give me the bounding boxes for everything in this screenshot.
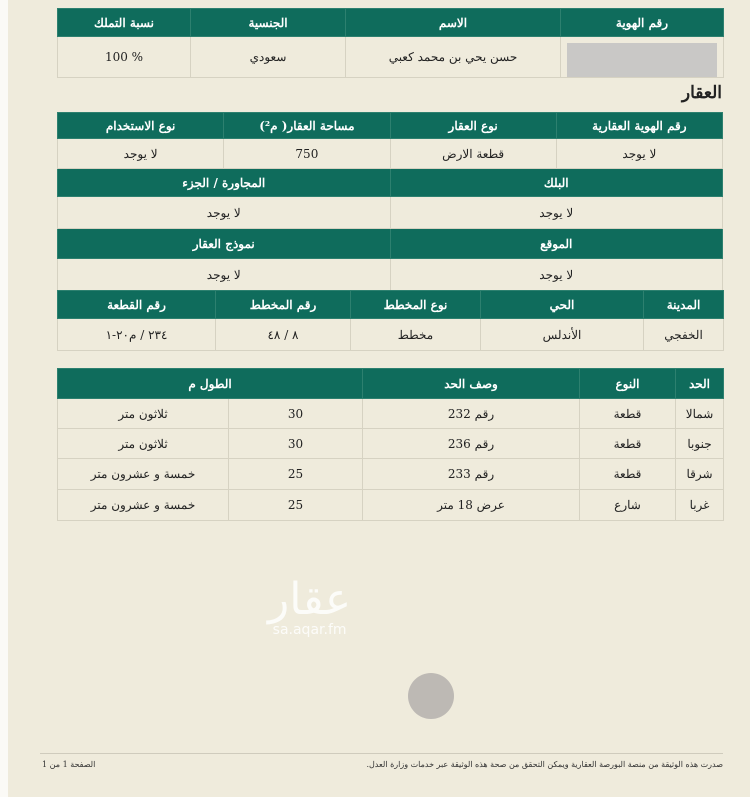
type-cell: قطعة [579,398,677,429]
length-words-cell: ثلاثون متر [56,428,230,459]
property-table: رقم الهوية العقارية نوع العقار مساحة الع… [56,112,724,291]
plan-type: مخطط [350,318,481,351]
type-cell: قطعة [579,428,677,459]
header-length: الطول م [56,368,364,399]
location: لا يوجد [389,258,723,291]
length-cell: 30 [228,428,364,459]
block: لا يوجد [389,196,723,229]
owner-share: % 100 [57,36,191,78]
length-cell: 30 [228,398,364,429]
model: لا يوجد [57,258,391,291]
owners-table: رقم الهوية الاسم الجنسية نسبة التملك حسن… [57,8,724,78]
header-district: الحي [480,290,644,319]
header-nationality: الجنسية [190,8,346,37]
owner-id-redacted [560,36,724,78]
section-title-property: العقار [681,83,722,103]
header-area: مساحة العقار( م²) [223,112,391,139]
table-row: شرقا قطعة رقم 233 25 خمسة و عشرون متر [56,458,725,490]
boundary-cell: شرقا [675,458,725,490]
district: الأندلس [480,318,644,351]
boundaries-table: الحد النوع وصف الحد الطول م شمالا قطعة ر… [56,368,725,521]
header-plan-type: نوع المخطط [350,290,481,319]
length-cell: 25 [228,489,364,521]
description-cell: رقم 236 [362,428,581,459]
header-id: رقم الهوية [560,8,724,37]
table-row: جنوبا قطعة رقم 236 30 ثلاثون متر [56,428,725,459]
plot-number: ٢٣٤ / م٢٠-١ [57,318,216,351]
page-number: الصفحة 1 من 1 [42,760,96,769]
header-type: النوع [579,368,677,399]
table-row: شمالا قطعة رقم 232 30 ثلاثون متر [56,398,725,429]
header-plan-number: رقم المخطط [215,290,351,319]
type-cell: شارع [579,489,677,521]
watermark-logo: عقار [268,574,352,625]
type-cell: قطعة [579,458,677,490]
header-model: نموذج العقار [57,228,391,259]
length-words-cell: خمسة و عشرون متر [56,458,230,490]
owner-name: حسن يحي بن محمد كعبي [345,36,561,78]
boundary-cell: شمالا [675,398,725,429]
redacted-stamp [408,673,454,719]
property-type: قطعة الارض [389,138,557,169]
header-boundary: الحد [675,368,725,399]
boundary-cell: غربا [675,489,725,521]
header-block: البلك [389,168,723,197]
header-property-id: رقم الهوية العقارية [555,112,724,139]
property-usage: لا يوجد [56,138,225,169]
header-share: نسبة التملك [57,8,191,37]
owner-nationality: سعودي [190,36,346,78]
property-area: 750 [223,138,391,169]
plan-number: ٨ / ٤٨ [215,318,351,351]
header-name: الاسم [345,8,561,37]
length-cell: 25 [228,458,364,490]
header-plot-number: رقم القطعة [57,290,216,319]
neighbor: لا يوجد [57,196,391,229]
aqar-watermark: عقار sa.aqar.fm [268,574,352,639]
description-cell: رقم 232 [362,398,581,429]
city: الخفجي [643,318,724,351]
footer-note: صدرت هذه الوثيقة من منصة البورصة العقاري… [366,760,723,769]
description-cell: عرض 18 متر [362,489,581,521]
footer-divider [40,753,723,754]
page-edge [0,0,8,797]
length-words-cell: ثلاثون متر [56,398,230,429]
header-description: وصف الحد [362,368,581,399]
length-words-cell: خمسة و عشرون متر [56,489,230,521]
header-usage: نوع الاستخدام [56,112,225,139]
header-neighbor: المجاورة / الجزء [57,168,391,197]
property-id: لا يوجد [555,138,724,169]
boundary-cell: جنوبا [675,428,725,459]
watermark-url: sa.aqar.fm [272,622,347,638]
header-property-type: نوع العقار [389,112,557,139]
header-location: الموقع [389,228,723,259]
description-cell: رقم 233 [362,458,581,490]
table-row: غربا شارع عرض 18 متر 25 خمسة و عشرون متر [56,489,725,521]
location-table: المدينة الحي نوع المخطط رقم المخطط رقم ا… [57,290,724,351]
header-city: المدينة [643,290,724,319]
